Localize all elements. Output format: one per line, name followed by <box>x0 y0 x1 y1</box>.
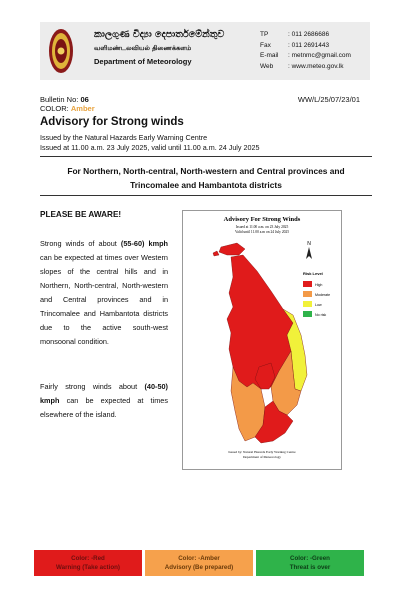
strong-winds-paragraph: Strong winds of about (55-60) kmph can b… <box>40 239 169 346</box>
bulletin-number: Bulletin No: 06 <box>40 95 89 104</box>
map-region-hambantota <box>254 400 294 444</box>
map-region-central <box>254 362 276 390</box>
affected-regions: For Northern, North-central, North-weste… <box>67 166 345 190</box>
contact-details: TP: 011 2686686 Fax: 011 2691443 E-mail:… <box>260 30 351 72</box>
north-arrow-icon: N <box>306 241 312 259</box>
map-region-jaffna <box>218 242 246 256</box>
legend-swatch-moderate <box>303 291 312 297</box>
contact-row: E-mail: metnmc@gmail.com <box>260 52 351 59</box>
color-code-legend: Color: -Red Warning (Take action) Color:… <box>34 550 364 576</box>
department-name: කාලගුණ විද්‍යා දෙපාර්තමේන්තුව வளிமண்டலவி… <box>94 28 224 69</box>
legend-label-no-risk: No risk <box>315 313 326 317</box>
sri-lanka-map <box>212 242 308 444</box>
map-footer-issuer: Issued by: Natural Hazards Early Warning… <box>228 450 296 454</box>
sri-lanka-emblem-icon <box>49 29 73 73</box>
legend-swatch-high <box>303 281 312 287</box>
bulletin-color: COLOR: Amber <box>40 104 95 113</box>
dept-name-english: Department of Meteorology <box>94 57 192 66</box>
legend-bar-green: Color: -Green Threat is over <box>256 550 364 576</box>
letterhead: කාලගුණ විද්‍යා දෙපාර්තමේන්තුව வளிமண்டலவி… <box>40 22 370 80</box>
legend-swatch-low <box>303 301 312 307</box>
fairly-strong-winds-paragraph: Fairly strong winds about (40-50) kmph c… <box>40 382 168 419</box>
map-legend: Risk Level High Moderate Low No risk <box>303 271 330 317</box>
dept-name-tamil: வளிமண்டலவியல் திணைக்களம் <box>94 44 192 52</box>
contact-row: Fax: 011 2691443 <box>260 41 330 49</box>
legend-title: Risk Level <box>303 271 323 276</box>
map-region-north-islands <box>212 250 220 257</box>
svg-text:N: N <box>307 241 311 247</box>
legend-label-high: High <box>315 283 322 287</box>
map-valid: Valid until 11.00 a.m on 24 July 2025 <box>235 230 289 234</box>
dept-name-sinhala: කාලගුණ විද්‍යා දෙපාර්තමේන්තුව <box>94 29 225 40</box>
issued-by: Issued by the Natural Hazards Early Warn… <box>40 133 208 142</box>
contact-row: TP: 011 2686686 <box>260 31 330 38</box>
bulletin-reference: WW/L/25/07/23/01 <box>297 95 360 104</box>
advisory-map: Advisory For Strong Winds Issued at 11.0… <box>182 210 342 470</box>
page-title: Advisory for Strong winds <box>40 116 184 128</box>
legend-label-moderate: Moderate <box>315 293 330 297</box>
divider <box>40 156 372 157</box>
legend-swatch-no-risk <box>303 311 312 317</box>
alert-heading: PLEASE BE AWARE! <box>40 210 122 219</box>
map-title: Advisory For Strong Winds <box>224 216 301 223</box>
map-issued: Issued at 11.00 a.m. on 23 July 2025 <box>236 225 289 229</box>
legend-bar-amber: Color: -Amber Advisory (Be prepared) <box>145 550 253 576</box>
divider <box>40 195 372 196</box>
legend-label-low: Low <box>315 303 322 307</box>
map-footer-department: Department of Meteorology <box>243 455 281 459</box>
contact-row: Web: www.meteo.gov.lk <box>260 62 344 70</box>
legend-bar-red: Color: -Red Warning (Take action) <box>34 550 142 576</box>
issued-at: Issued at 11.00 a.m. 23 July 2025, valid… <box>40 143 260 152</box>
